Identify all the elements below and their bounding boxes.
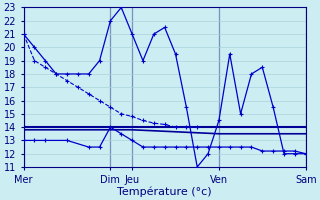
X-axis label: Température (°c): Température (°c) — [117, 186, 212, 197]
